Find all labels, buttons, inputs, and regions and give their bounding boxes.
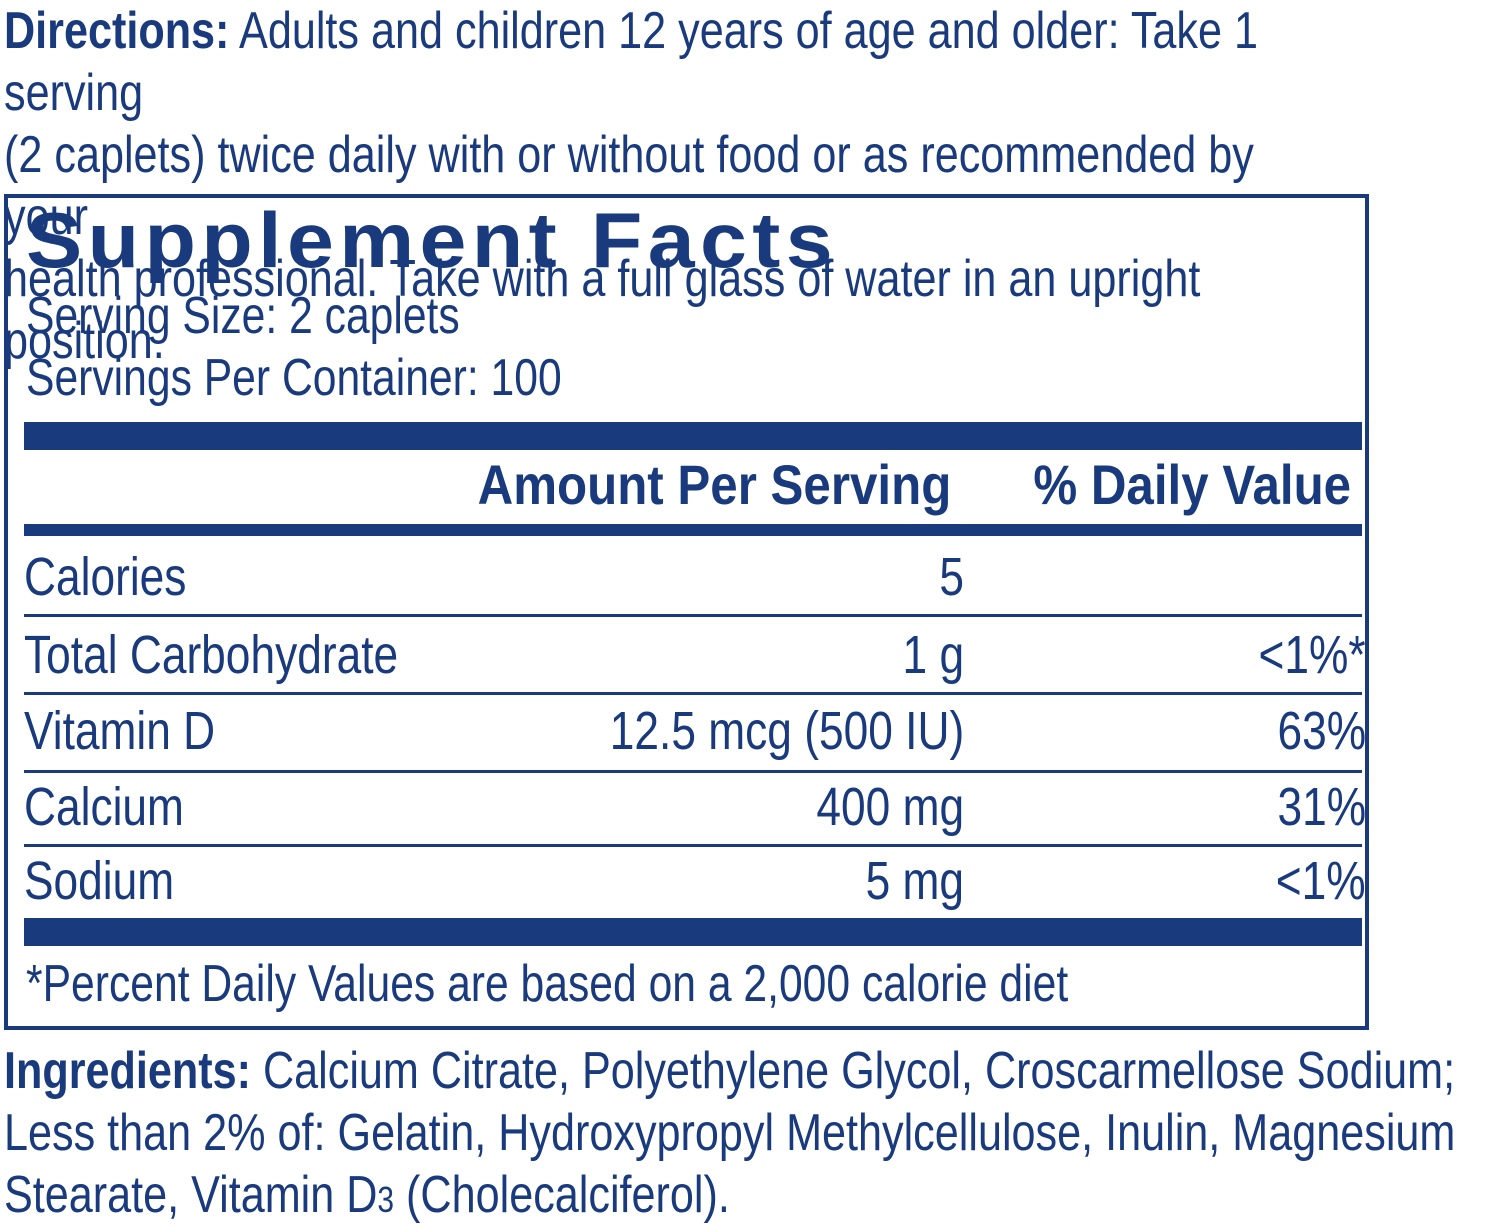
nutrient-daily-value: <1% bbox=[1276, 851, 1366, 911]
row-divider bbox=[24, 844, 1362, 847]
ingredients-text: Ingredients: Calcium Citrate, Polyethyle… bbox=[4, 1040, 1500, 1231]
directions-line-3: health professional. Take with a full gl… bbox=[4, 250, 1201, 370]
nutrient-daily-value: 63% bbox=[1277, 701, 1366, 761]
nutrient-name: Sodium bbox=[24, 851, 175, 911]
nutrient-daily-value: <1%* bbox=[1258, 625, 1366, 685]
table-row: Sodium 5 mg <1% bbox=[24, 844, 1366, 916]
serving-size: Serving Size: 2 caplets bbox=[26, 287, 460, 345]
nutrient-name: Calcium bbox=[24, 777, 184, 837]
thick-divider-bottom bbox=[24, 918, 1362, 946]
ingredients-line-2: Less than 2% of: Gelatin, Hydroxypropyl … bbox=[4, 1104, 1456, 1162]
ingredients-line-3-end: (Cholecalciferol). bbox=[394, 1166, 730, 1224]
ingredients-line-3: Stearate, Vitamin D3 (Cholecalciferol). bbox=[4, 1164, 1500, 1231]
table-row: Calories 5 bbox=[24, 540, 1362, 612]
ingredients-label: Ingredients: bbox=[4, 1042, 251, 1100]
nutrient-amount: 5 bbox=[939, 547, 964, 607]
table-row: Calcium 400 mg 31% bbox=[24, 770, 1366, 842]
nutrient-amount: 400 mg bbox=[816, 777, 964, 837]
supplement-facts-panel: Supplement Facts Serving Size: 2 caplets… bbox=[4, 194, 1369, 1030]
nutrient-daily-value: 31% bbox=[1277, 777, 1366, 837]
nutrient-amount: 1 g bbox=[902, 625, 964, 685]
ingredients-line-3-start: Stearate, Vitamin D bbox=[4, 1166, 378, 1224]
row-divider bbox=[24, 614, 1362, 617]
directions-line-2: (2 caplets) twice daily with or without … bbox=[4, 126, 1254, 246]
header-amount-per-serving: Amount Per Serving bbox=[477, 453, 951, 516]
directions-label: Directions: bbox=[4, 2, 230, 60]
ingredients-line-1: Calcium Citrate, Polyethylene Glycol, Cr… bbox=[250, 1042, 1456, 1100]
vitamin-d3-subscript: 3 bbox=[377, 1179, 395, 1220]
header-daily-value: % Daily Value bbox=[1033, 453, 1351, 516]
row-divider bbox=[24, 770, 1362, 773]
daily-value-footnote: *Percent Daily Values are based on a 2,0… bbox=[26, 955, 1069, 1013]
directions-line-1: Adults and children 12 years of age and … bbox=[4, 2, 1258, 122]
nutrient-amount: 12.5 mcg (500 IU) bbox=[609, 701, 964, 761]
nutrient-amount: 5 mg bbox=[865, 851, 964, 911]
facts-title: Supplement Facts bbox=[26, 196, 838, 284]
table-row: Vitamin D 12.5 mcg (500 IU) 63% bbox=[24, 694, 1366, 766]
header-divider bbox=[24, 524, 1362, 536]
servings-per-container: Servings Per Container: 100 bbox=[26, 349, 562, 407]
table-row: Total Carbohydrate 1 g <1%* bbox=[24, 618, 1366, 690]
row-divider bbox=[24, 692, 1362, 695]
thick-divider-top bbox=[24, 422, 1362, 450]
directions-text: Directions: Adults and children 12 years… bbox=[4, 0, 1332, 372]
nutrient-name: Total Carbohydrate bbox=[24, 625, 399, 685]
nutrient-name: Vitamin D bbox=[24, 701, 216, 761]
nutrient-name: Calories bbox=[24, 547, 187, 607]
